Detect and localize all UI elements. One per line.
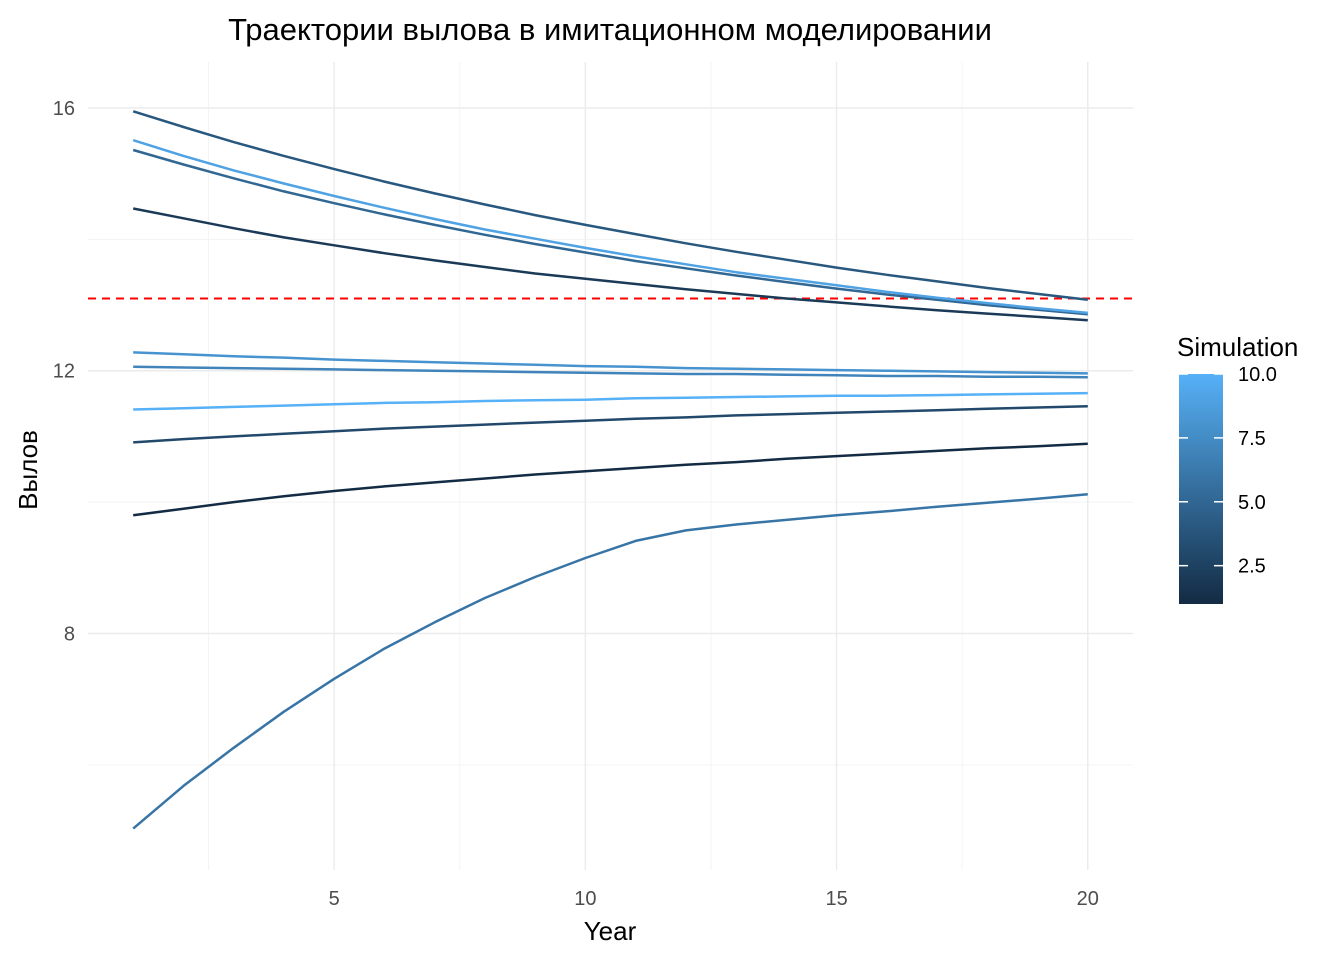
- legend-tick-label: 10.0: [1238, 364, 1277, 386]
- legend-tick-label: 5.0: [1238, 492, 1266, 514]
- legend-colorbar: [1179, 374, 1223, 604]
- chart-title: Траектории вылова в имитационном моделир…: [228, 12, 992, 47]
- axis-tick-labels: 5 10 15 20 8 12 16: [53, 98, 1099, 910]
- series-line-simulation-4: [132, 110, 1088, 302]
- legend-ticks: 2.5 5.0 7.5 10.0: [1179, 364, 1277, 578]
- series-lines: [132, 110, 1088, 830]
- y-tick-label: 8: [64, 624, 75, 646]
- y-tick-label: 16: [53, 98, 75, 120]
- grid-lines: [88, 62, 1133, 870]
- series-line-simulation-5: [132, 148, 1088, 316]
- legend-title: Simulation: [1177, 332, 1298, 362]
- color-legend: Simulation 2.5 5.0 7.5 10.0: [1177, 332, 1298, 604]
- series-line-simulation-1: [133, 442, 1088, 517]
- x-tick-label: 20: [1077, 888, 1099, 910]
- series-line-simulation-2: [132, 207, 1088, 322]
- legend-tick-label: 2.5: [1238, 556, 1266, 578]
- series-line-simulation-8: [133, 351, 1088, 375]
- x-axis-title: Year: [584, 916, 637, 946]
- y-tick-label: 12: [53, 361, 75, 383]
- series-line-simulation-7: [133, 365, 1088, 379]
- series-line-simulation-6: [132, 492, 1088, 830]
- x-tick-label: 5: [329, 888, 340, 910]
- legend-tick-label: 7.5: [1238, 428, 1266, 450]
- series-line-simulation-3: [133, 404, 1088, 444]
- series-line-simulation-10: [133, 391, 1088, 411]
- series-line-simulation-9: [132, 139, 1088, 315]
- y-axis-title: Вылов: [13, 430, 43, 510]
- x-tick-label: 10: [574, 888, 596, 910]
- x-tick-label: 15: [825, 888, 847, 910]
